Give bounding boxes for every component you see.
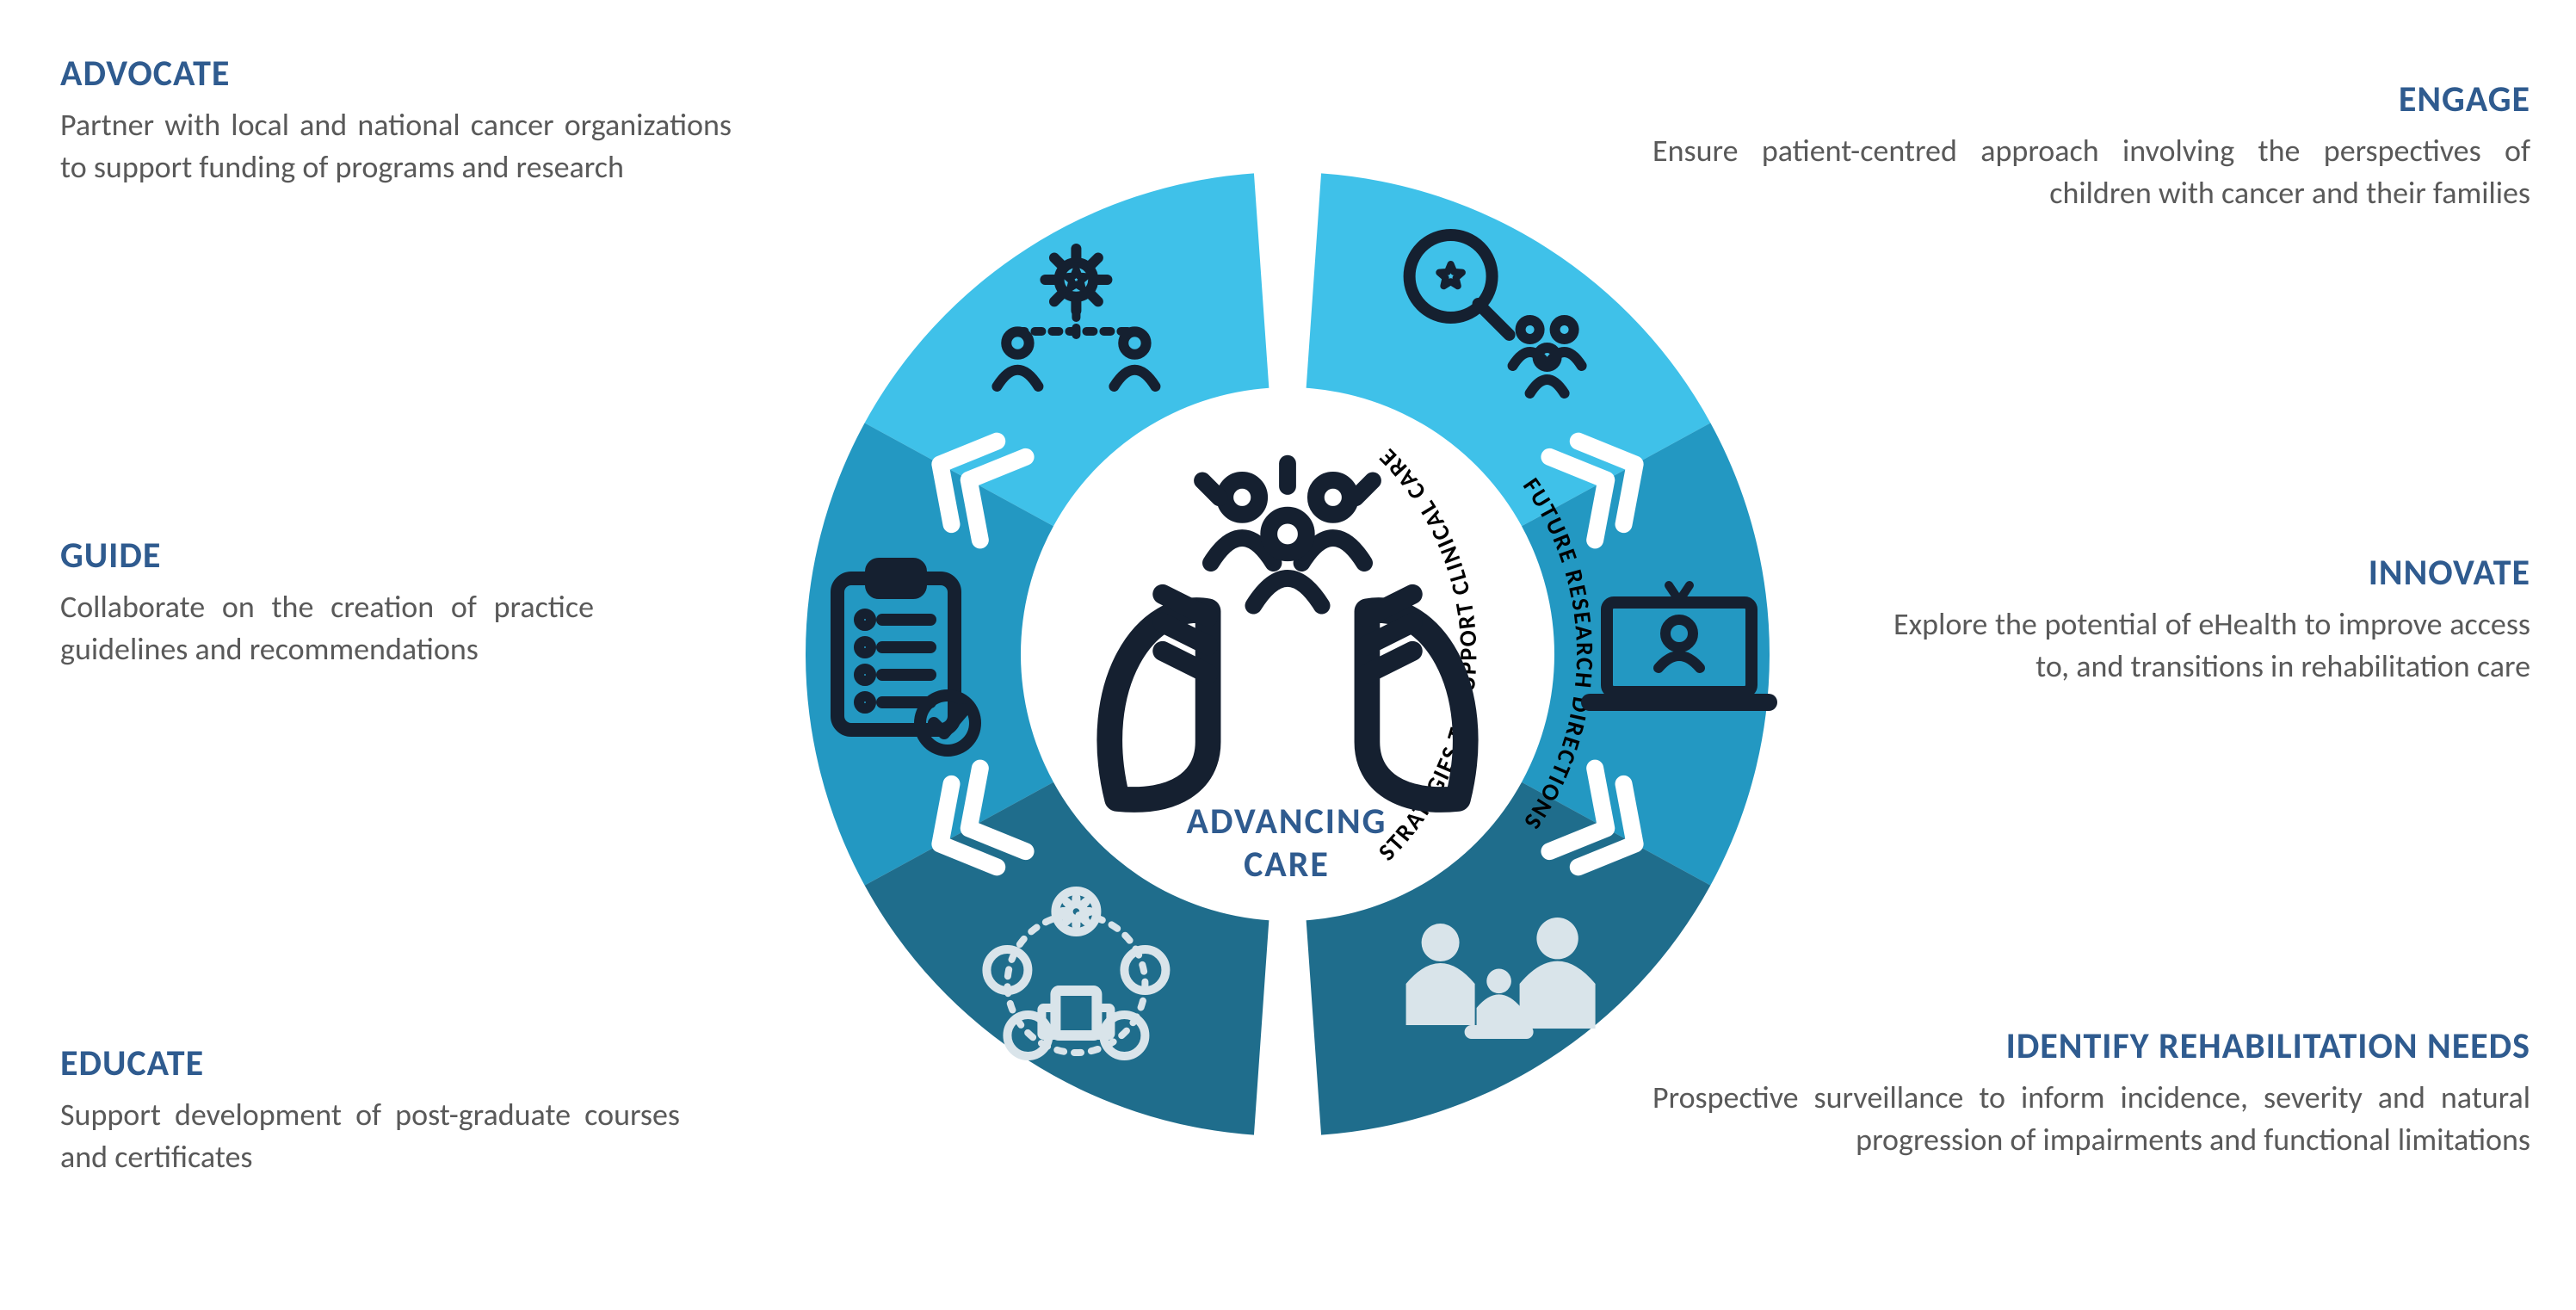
care-hands-icon [1109, 464, 1465, 800]
center-line1: ADVANCING [1127, 800, 1446, 843]
donut-wrap: STRATEGIES TO SUPPORT CLINICAL CAREFUTUR… [0, 0, 2576, 1310]
diagram-stage: ADVOCATEPartner with local and national … [0, 0, 2576, 1306]
center-line2: CARE [1127, 843, 1446, 887]
donut-chart: STRATEGIES TO SUPPORT CLINICAL CAREFUTUR… [0, 0, 2576, 1306]
center-label: ADVANCING CARE [1127, 800, 1446, 887]
